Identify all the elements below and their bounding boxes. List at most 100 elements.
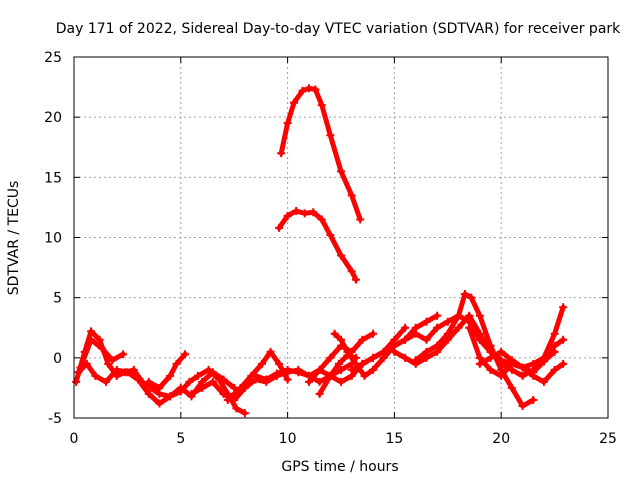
- data-point: [369, 353, 378, 362]
- data-point: [315, 365, 324, 374]
- data-point: [467, 293, 476, 302]
- data-point: [112, 365, 121, 374]
- data-point: [351, 353, 360, 362]
- data-point: [290, 98, 299, 107]
- data-point: [529, 395, 538, 404]
- x-axis-label: GPS time / hours: [281, 459, 398, 475]
- data-point: [266, 347, 275, 356]
- series-arc-c: [76, 335, 128, 372]
- data-point: [283, 211, 292, 220]
- data-point: [315, 389, 324, 398]
- data-point: [236, 383, 245, 392]
- data-point: [379, 347, 388, 356]
- data-point: [358, 335, 367, 344]
- data-point: [74, 368, 83, 377]
- series-arc-f: [223, 347, 292, 404]
- data-point: [272, 369, 281, 378]
- x-tick-label: 0: [70, 431, 79, 447]
- data-point: [176, 383, 185, 392]
- series-arc-b: [74, 359, 239, 408]
- x-tick-label: 5: [176, 431, 185, 447]
- data-point: [507, 383, 516, 392]
- data-point: [369, 365, 378, 374]
- x-tick-label: 10: [279, 431, 297, 447]
- data-point: [315, 377, 324, 386]
- data-point: [292, 207, 301, 216]
- data-point: [401, 323, 410, 332]
- x-tick-labels: 0 5 10 15 20 25: [70, 431, 617, 447]
- data-point: [257, 359, 266, 368]
- y-tick-label: 0: [53, 351, 62, 367]
- data-point: [390, 347, 399, 356]
- data-point: [518, 371, 527, 380]
- data-point: [559, 359, 568, 368]
- data-point: [422, 317, 431, 326]
- data-point: [358, 359, 367, 368]
- data-point: [347, 365, 356, 374]
- series-arc-m: [411, 290, 538, 410]
- data-point: [275, 223, 284, 232]
- data-point: [343, 351, 352, 360]
- data-point: [337, 251, 345, 260]
- data-point: [87, 335, 96, 344]
- series-arc-p: [277, 84, 365, 224]
- data-point: [198, 383, 207, 392]
- data-point: [433, 311, 442, 320]
- data-point: [232, 404, 241, 413]
- data-point: [486, 365, 495, 374]
- data-point: [309, 208, 318, 217]
- data-point: [76, 363, 85, 372]
- data-point: [486, 353, 495, 362]
- y-tick-label: 25: [44, 50, 62, 66]
- data-point: [337, 335, 345, 344]
- data-point: [411, 356, 420, 365]
- data-point: [91, 371, 100, 380]
- data-point: [454, 323, 463, 332]
- data-point: [155, 399, 164, 408]
- data-point: [497, 347, 506, 356]
- y-tick-label: 20: [44, 110, 62, 126]
- data-point: [123, 368, 132, 377]
- data-point: [475, 311, 484, 320]
- data-point: [219, 389, 228, 398]
- data-series: [72, 84, 568, 418]
- y-tick-label: 15: [44, 170, 62, 186]
- y-tick-label: 5: [53, 291, 62, 307]
- data-point: [87, 327, 96, 336]
- data-point: [317, 215, 326, 224]
- data-point: [454, 311, 463, 320]
- data-point: [401, 353, 410, 362]
- data-point: [300, 209, 309, 218]
- data-point: [401, 335, 410, 344]
- data-point: [326, 353, 335, 362]
- data-point: [298, 86, 307, 95]
- data-point: [539, 377, 548, 386]
- data-point: [443, 329, 452, 338]
- data-point: [277, 149, 286, 158]
- data-point: [433, 323, 442, 332]
- data-point: [283, 375, 292, 384]
- data-point: [475, 359, 484, 368]
- data-point: [460, 290, 469, 299]
- data-point: [134, 375, 143, 384]
- data-point: [422, 335, 431, 344]
- data-point: [108, 356, 117, 365]
- x-tick-label: 15: [385, 431, 403, 447]
- data-point: [529, 368, 538, 377]
- series-arc-e: [187, 359, 356, 404]
- data-point: [347, 267, 356, 276]
- series-line: [276, 208, 359, 283]
- data-point: [317, 101, 326, 110]
- data-point: [351, 275, 360, 284]
- x-tick-label: 20: [492, 431, 510, 447]
- data-point: [294, 368, 303, 377]
- data-point: [360, 371, 369, 380]
- data-point: [102, 377, 111, 386]
- data-point: [208, 377, 217, 386]
- data-point: [411, 329, 420, 338]
- data-point: [334, 359, 343, 368]
- data-point: [166, 371, 175, 380]
- data-point: [304, 84, 313, 93]
- data-point: [240, 409, 249, 418]
